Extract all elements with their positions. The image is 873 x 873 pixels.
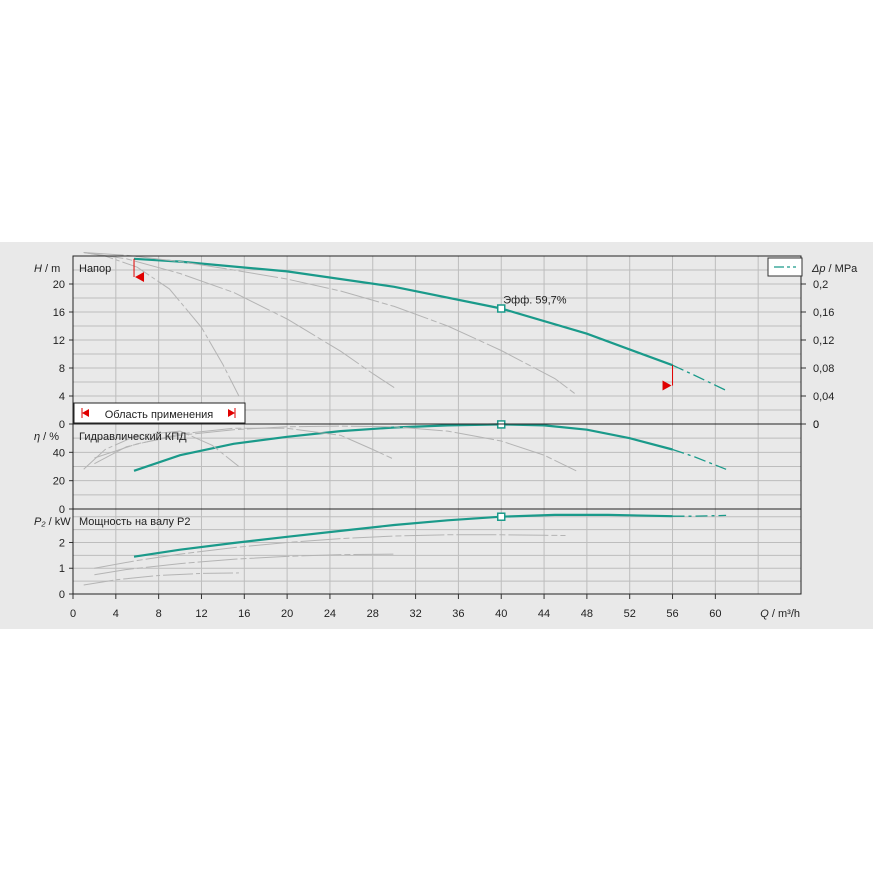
x-tick-label: 12 (195, 608, 207, 620)
x-tick-label: 52 (624, 608, 636, 620)
range-box-left-arrow (82, 409, 89, 417)
y-tick-label: 20 (53, 476, 65, 488)
y-tick-label: 0 (59, 419, 65, 431)
y-right-axis-label: Δp / MPa (811, 263, 858, 275)
y-axis-label: H / m (34, 263, 60, 275)
y-right-tick-label: 0,2 (813, 279, 828, 291)
panel-frame (72, 508, 802, 595)
main-curve (133, 423, 673, 472)
y-right-tick-label: 0 (813, 419, 819, 431)
y-axis-label: η / % (34, 431, 59, 443)
x-tick-label: 0 (70, 608, 76, 620)
duty-point-marker (496, 512, 506, 521)
panel-title: Гидравлический КПД (79, 431, 187, 443)
range-right-marker (662, 380, 672, 391)
reference-curve (83, 252, 577, 395)
x-tick-label: 8 (156, 608, 162, 620)
curve-extension (672, 364, 727, 391)
main-curve (133, 513, 673, 558)
curve-extension (672, 448, 727, 470)
y-right-tick-label: 0 (813, 419, 819, 431)
x-tick-label: 20 (281, 608, 293, 620)
duty-point-label: Эфф. 59,7% (503, 295, 567, 307)
y-tick-label: 2 (59, 537, 65, 549)
chart-background (0, 242, 873, 629)
panel-title: Мощность на валу P2 (79, 516, 191, 528)
curve-extension (672, 514, 727, 517)
y-tick-label: 0 (59, 504, 65, 516)
range-box (73, 402, 246, 424)
reference-curve (83, 252, 395, 389)
panel-efficiency (69, 420, 802, 510)
x-tick-label: 56 (666, 608, 678, 620)
range-label: Область применения (105, 409, 214, 421)
range-left-marker (135, 272, 145, 282)
reference-curve (94, 534, 566, 569)
x-tick-label: 40 (495, 608, 507, 620)
y-tick-label: 4 (59, 391, 65, 403)
y-right-tick-label: 0,04 (813, 391, 834, 403)
y-axis-label: P₂ / kW (34, 516, 71, 528)
y-tick-label: 16 (53, 307, 65, 319)
x-tick-label: 28 (367, 608, 379, 620)
reference-curve (83, 430, 240, 470)
x-tick-label: 48 (581, 608, 593, 620)
y-right-tick-label: 0,12 (813, 335, 834, 347)
panel-title: Напор (79, 263, 111, 275)
reference-curve (94, 427, 395, 465)
range-box-right-arrow (228, 409, 235, 417)
reference-curve (94, 553, 395, 576)
x-tick-label: 24 (324, 608, 336, 620)
x-tick-label: 60 (709, 608, 721, 620)
y-tick-label: 12 (53, 335, 65, 347)
y-right-tick-label: 0,16 (813, 307, 834, 319)
x-tick-label: 4 (113, 608, 119, 620)
duty-point-marker (496, 304, 506, 313)
x-axis-label: Q / m³/h (760, 608, 800, 620)
x-tick-label: 16 (238, 608, 250, 620)
reference-curve (83, 572, 239, 586)
y-right-tick-label: 0,08 (813, 363, 834, 375)
y-tick-label: 20 (53, 279, 65, 291)
x-tick-label: 32 (409, 608, 421, 620)
panel-power (69, 508, 802, 595)
panel-head (69, 252, 806, 425)
x-tick-label: 36 (452, 608, 464, 620)
y-tick-label: 1 (59, 563, 65, 575)
reference-curve (94, 425, 577, 472)
y-tick-label: 8 (59, 363, 65, 375)
x-tick-label: 44 (538, 608, 550, 620)
y-tick-label: 40 (53, 447, 65, 459)
legend-box (767, 257, 803, 277)
y-tick-label: 0 (59, 589, 65, 601)
